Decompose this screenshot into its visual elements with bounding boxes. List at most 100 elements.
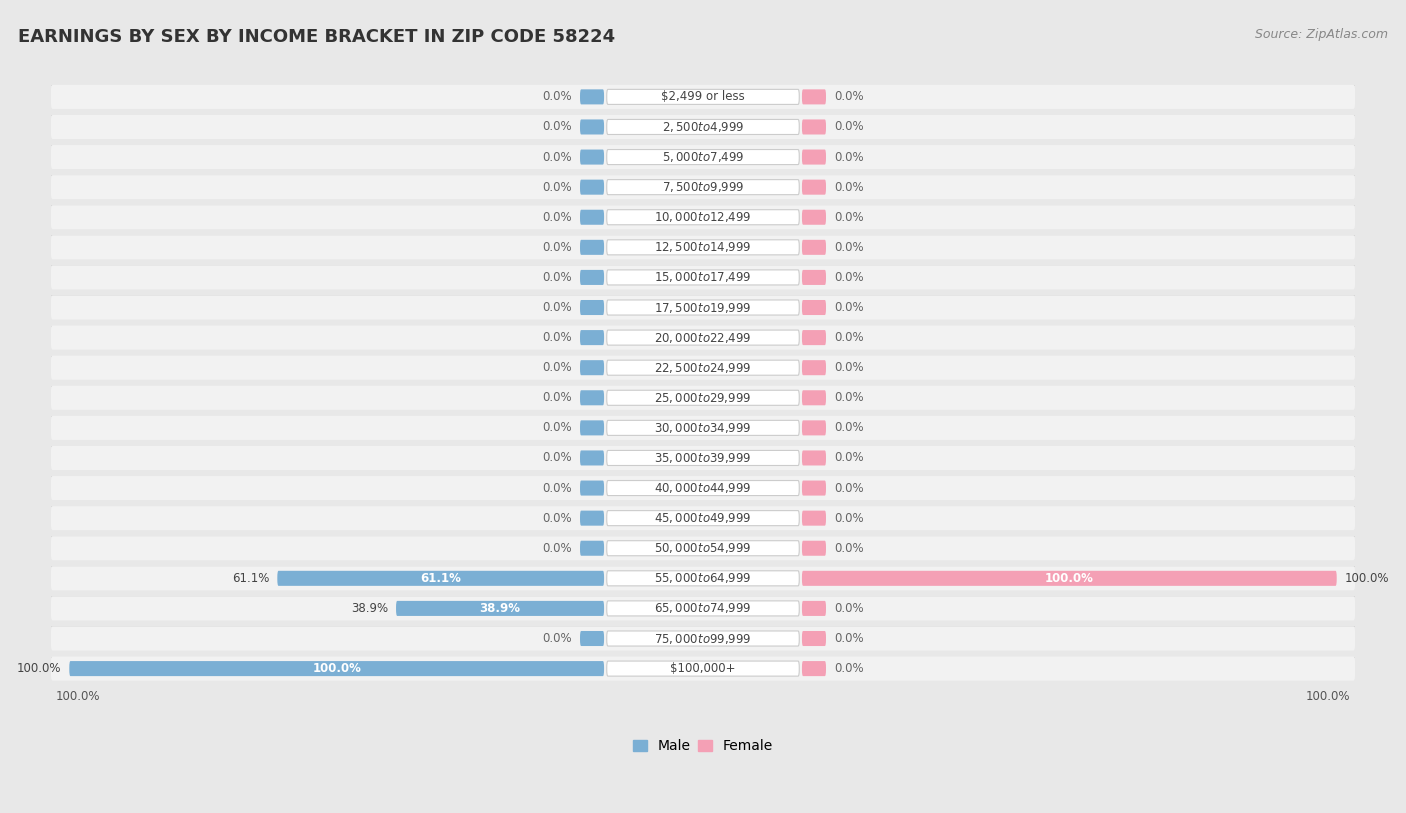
Text: 0.0%: 0.0%: [543, 90, 572, 103]
FancyBboxPatch shape: [801, 571, 1337, 586]
FancyBboxPatch shape: [51, 175, 1355, 199]
FancyBboxPatch shape: [801, 480, 825, 496]
FancyBboxPatch shape: [581, 89, 605, 104]
Text: $20,000 to $22,499: $20,000 to $22,499: [654, 331, 752, 345]
Text: 0.0%: 0.0%: [543, 361, 572, 374]
Text: 0.0%: 0.0%: [834, 301, 863, 314]
FancyBboxPatch shape: [607, 210, 799, 224]
Text: 0.0%: 0.0%: [543, 211, 572, 224]
Text: 0.0%: 0.0%: [834, 541, 863, 554]
Text: $10,000 to $12,499: $10,000 to $12,499: [654, 211, 752, 224]
FancyBboxPatch shape: [581, 270, 605, 285]
Text: 61.1%: 61.1%: [420, 572, 461, 585]
Text: $40,000 to $44,999: $40,000 to $44,999: [654, 481, 752, 495]
FancyBboxPatch shape: [801, 330, 825, 346]
FancyBboxPatch shape: [581, 480, 605, 496]
FancyBboxPatch shape: [801, 390, 825, 406]
Text: 0.0%: 0.0%: [543, 451, 572, 464]
Text: 38.9%: 38.9%: [352, 602, 388, 615]
Text: 0.0%: 0.0%: [834, 241, 863, 254]
Text: 0.0%: 0.0%: [543, 511, 572, 524]
FancyBboxPatch shape: [607, 661, 799, 676]
FancyBboxPatch shape: [607, 631, 799, 646]
FancyBboxPatch shape: [581, 390, 605, 406]
Text: 0.0%: 0.0%: [543, 481, 572, 494]
Text: 0.0%: 0.0%: [543, 541, 572, 554]
FancyBboxPatch shape: [581, 240, 605, 254]
FancyBboxPatch shape: [801, 300, 825, 315]
FancyBboxPatch shape: [581, 420, 605, 436]
FancyBboxPatch shape: [51, 476, 1355, 500]
FancyBboxPatch shape: [51, 265, 1355, 289]
FancyBboxPatch shape: [607, 240, 799, 254]
FancyBboxPatch shape: [607, 360, 799, 376]
Text: 0.0%: 0.0%: [834, 662, 863, 675]
FancyBboxPatch shape: [801, 631, 825, 646]
Text: $5,000 to $7,499: $5,000 to $7,499: [662, 150, 744, 164]
FancyBboxPatch shape: [69, 661, 605, 676]
Text: 0.0%: 0.0%: [834, 180, 863, 193]
Text: 0.0%: 0.0%: [834, 211, 863, 224]
Text: 0.0%: 0.0%: [543, 150, 572, 163]
FancyBboxPatch shape: [581, 150, 605, 164]
FancyBboxPatch shape: [51, 355, 1355, 380]
Text: 0.0%: 0.0%: [834, 361, 863, 374]
Text: 0.0%: 0.0%: [543, 180, 572, 193]
FancyBboxPatch shape: [51, 627, 1355, 650]
Text: 0.0%: 0.0%: [543, 421, 572, 434]
Text: 0.0%: 0.0%: [543, 271, 572, 284]
Text: $55,000 to $64,999: $55,000 to $64,999: [654, 572, 752, 585]
Legend: Male, Female: Male, Female: [627, 733, 779, 759]
Text: 0.0%: 0.0%: [543, 301, 572, 314]
Text: $100,000+: $100,000+: [671, 662, 735, 675]
Text: $22,500 to $24,999: $22,500 to $24,999: [654, 361, 752, 375]
FancyBboxPatch shape: [607, 270, 799, 285]
Text: $2,499 or less: $2,499 or less: [661, 90, 745, 103]
FancyBboxPatch shape: [581, 180, 605, 194]
Text: 100.0%: 100.0%: [1045, 572, 1094, 585]
FancyBboxPatch shape: [51, 115, 1355, 139]
FancyBboxPatch shape: [581, 360, 605, 376]
FancyBboxPatch shape: [607, 571, 799, 586]
FancyBboxPatch shape: [396, 601, 605, 616]
Text: $35,000 to $39,999: $35,000 to $39,999: [654, 451, 752, 465]
Text: 0.0%: 0.0%: [834, 331, 863, 344]
Text: 0.0%: 0.0%: [834, 391, 863, 404]
Text: $12,500 to $14,999: $12,500 to $14,999: [654, 241, 752, 254]
FancyBboxPatch shape: [607, 330, 799, 346]
Text: Source: ZipAtlas.com: Source: ZipAtlas.com: [1254, 28, 1388, 41]
FancyBboxPatch shape: [607, 511, 799, 526]
Text: 0.0%: 0.0%: [543, 391, 572, 404]
Text: 0.0%: 0.0%: [543, 120, 572, 133]
FancyBboxPatch shape: [801, 240, 825, 254]
FancyBboxPatch shape: [801, 120, 825, 134]
FancyBboxPatch shape: [801, 601, 825, 616]
Text: 0.0%: 0.0%: [834, 481, 863, 494]
Text: 0.0%: 0.0%: [834, 511, 863, 524]
FancyBboxPatch shape: [51, 446, 1355, 470]
FancyBboxPatch shape: [51, 597, 1355, 620]
FancyBboxPatch shape: [51, 235, 1355, 259]
FancyBboxPatch shape: [51, 385, 1355, 410]
FancyBboxPatch shape: [801, 661, 825, 676]
Text: $45,000 to $49,999: $45,000 to $49,999: [654, 511, 752, 525]
FancyBboxPatch shape: [607, 150, 799, 164]
FancyBboxPatch shape: [581, 210, 605, 224]
FancyBboxPatch shape: [607, 450, 799, 466]
Text: 0.0%: 0.0%: [834, 451, 863, 464]
Text: 0.0%: 0.0%: [834, 90, 863, 103]
FancyBboxPatch shape: [801, 450, 825, 466]
Text: 0.0%: 0.0%: [834, 632, 863, 645]
Text: 0.0%: 0.0%: [543, 331, 572, 344]
FancyBboxPatch shape: [581, 330, 605, 346]
Text: 0.0%: 0.0%: [834, 421, 863, 434]
FancyBboxPatch shape: [607, 420, 799, 436]
Text: $17,500 to $19,999: $17,500 to $19,999: [654, 301, 752, 315]
FancyBboxPatch shape: [51, 85, 1355, 109]
FancyBboxPatch shape: [581, 511, 605, 526]
Text: 0.0%: 0.0%: [834, 602, 863, 615]
FancyBboxPatch shape: [51, 657, 1355, 680]
FancyBboxPatch shape: [51, 205, 1355, 229]
FancyBboxPatch shape: [607, 480, 799, 496]
Text: $7,500 to $9,999: $7,500 to $9,999: [662, 180, 744, 194]
